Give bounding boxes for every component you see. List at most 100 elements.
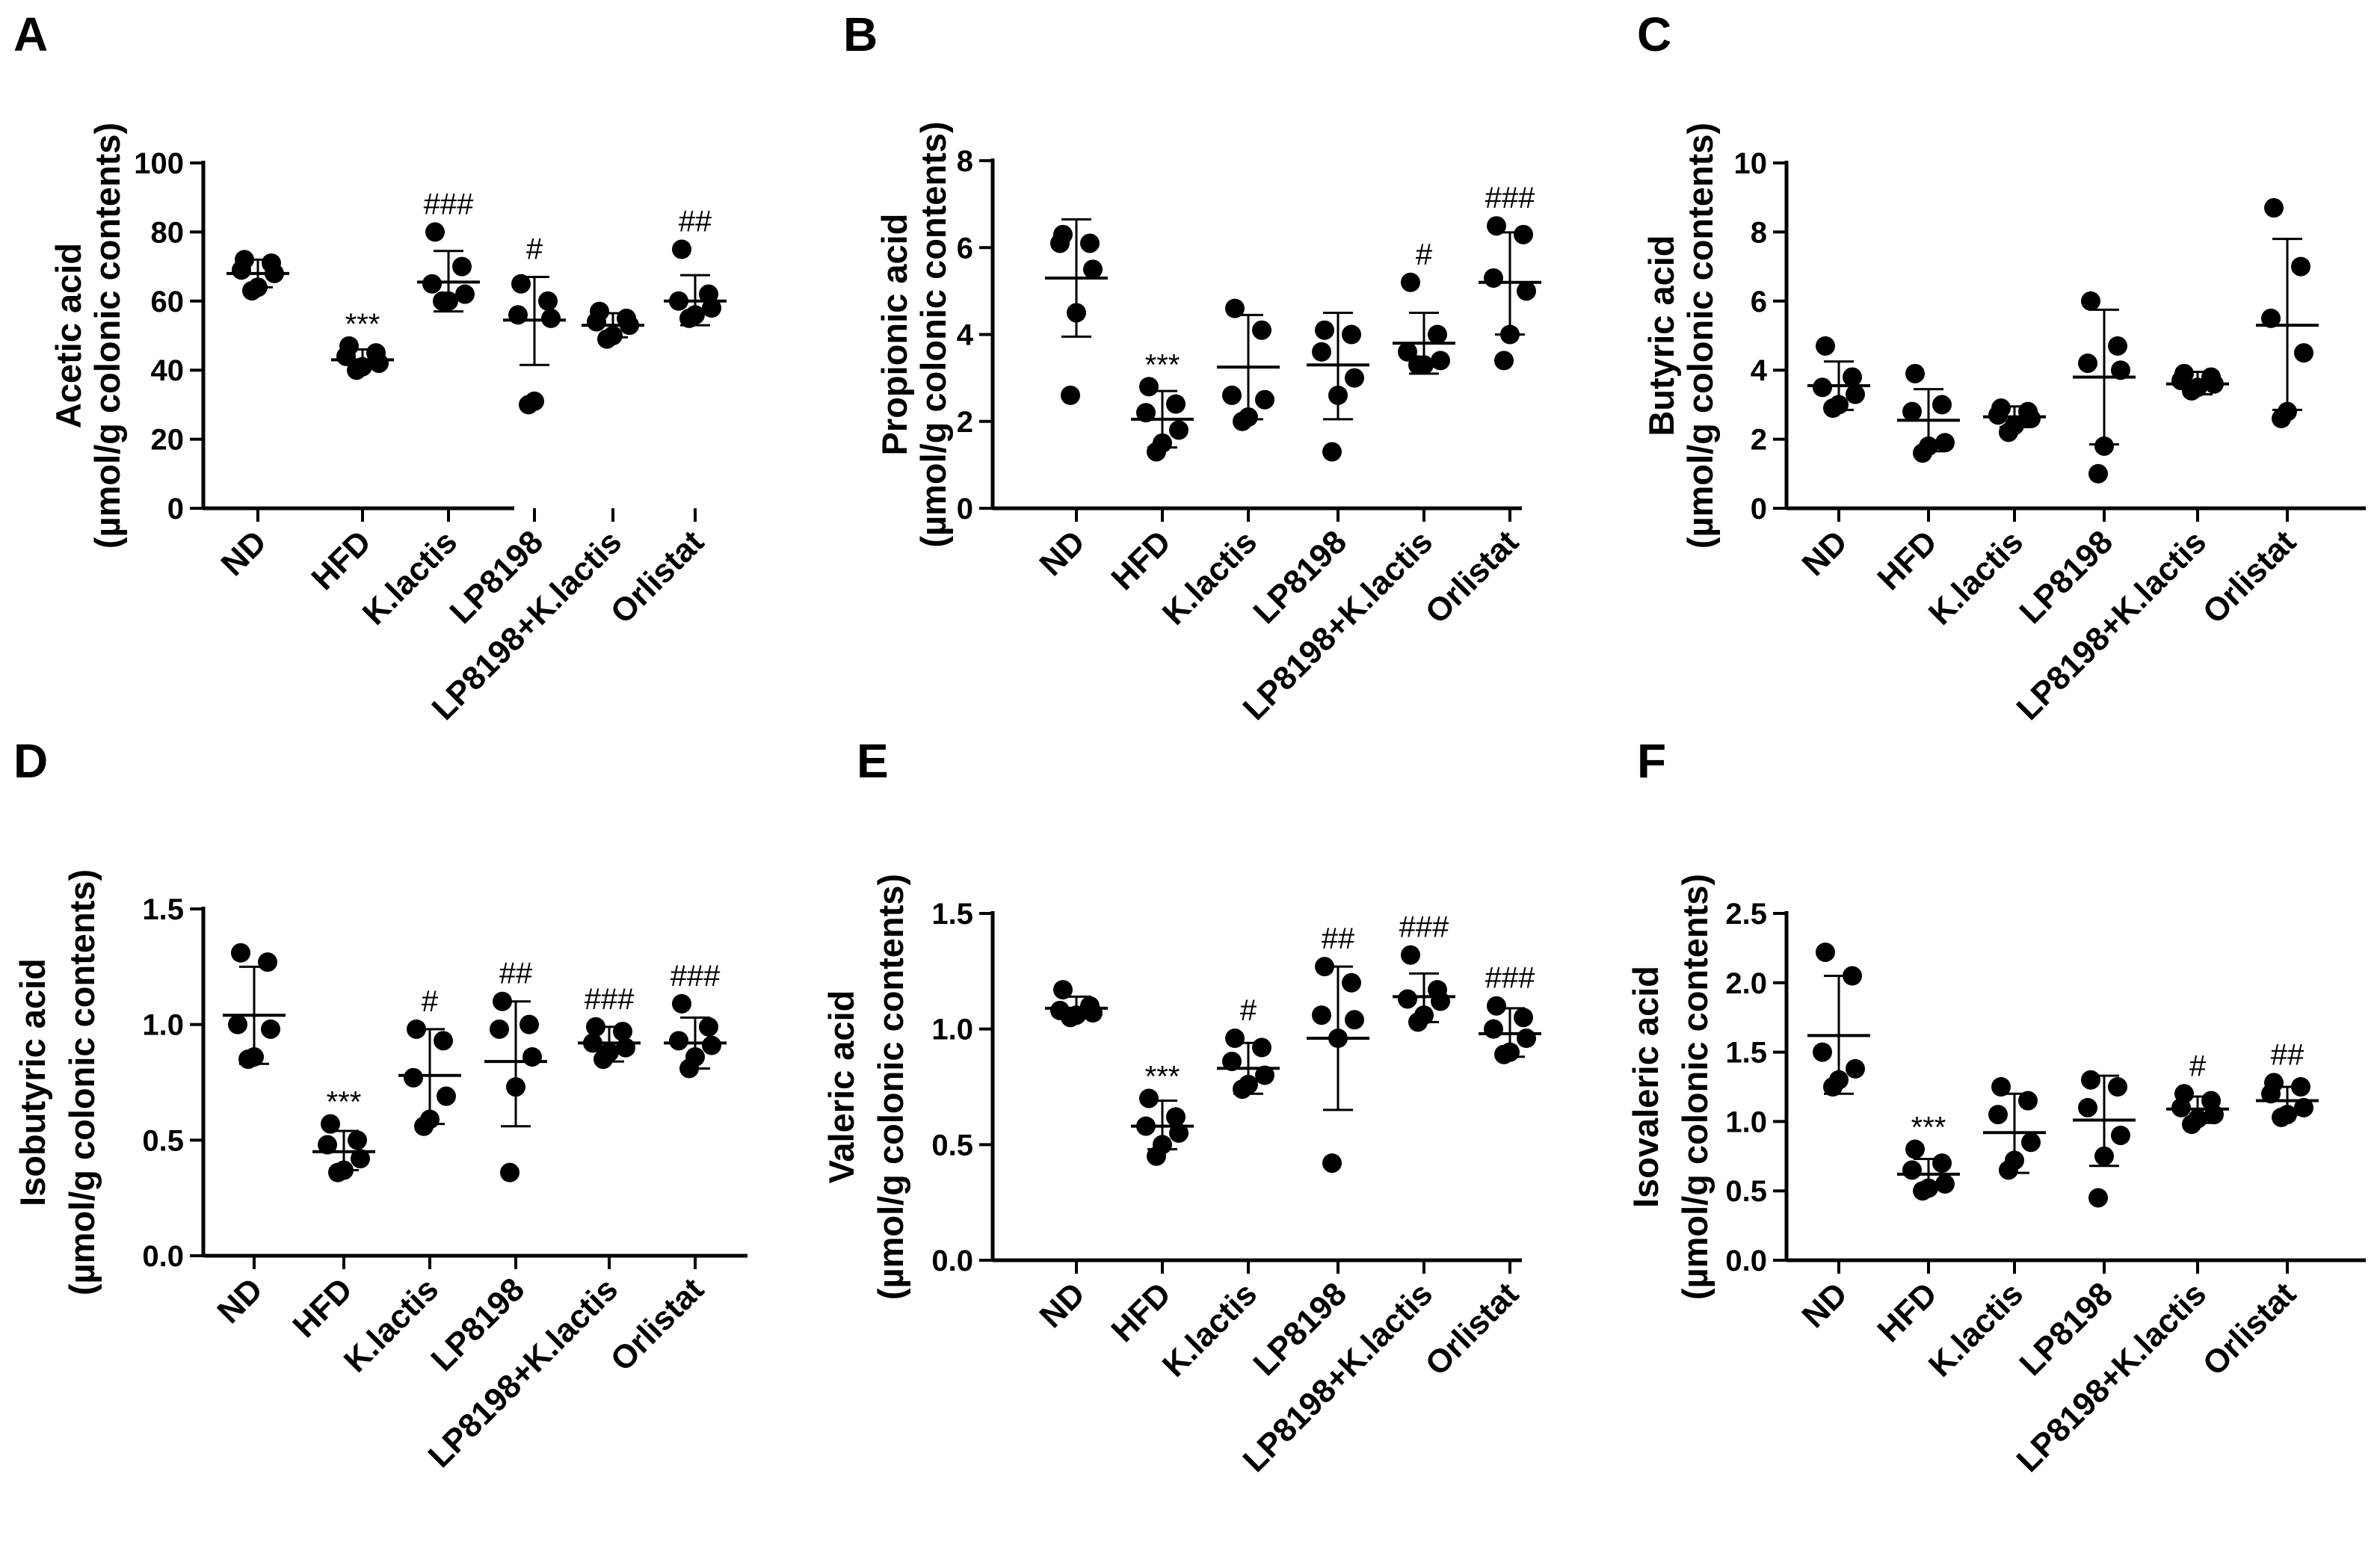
data-point xyxy=(1312,1005,1331,1026)
group-1 xyxy=(1897,363,1960,463)
data-point xyxy=(2272,408,2291,428)
significance-annotation: # xyxy=(2189,1049,2207,1082)
significance-annotation: *** xyxy=(1145,348,1180,381)
data-point xyxy=(2291,256,2310,277)
y-axis-label: Propionic acid xyxy=(875,214,914,456)
data-point xyxy=(2111,360,2130,380)
data-point xyxy=(2094,436,2114,456)
group-0 xyxy=(1807,336,1870,419)
data-point xyxy=(1408,1012,1428,1032)
data-point xyxy=(1813,377,1832,398)
data-point xyxy=(328,1162,348,1183)
group-1: *** xyxy=(312,1086,375,1183)
data-point xyxy=(351,1149,370,1169)
x-tick-label: ND xyxy=(1032,1275,1092,1335)
data-point xyxy=(2078,353,2097,373)
data-point xyxy=(520,1014,539,1035)
significance-annotation: ### xyxy=(670,960,721,993)
data-point xyxy=(1816,942,1835,962)
data-point xyxy=(2108,1077,2127,1097)
x-tick-label: K.lactis xyxy=(1922,1275,2030,1384)
y-axis-label: Acetic acid xyxy=(49,243,88,428)
data-point xyxy=(1431,351,1450,371)
significance-annotation: ## xyxy=(1322,922,1355,955)
data-point xyxy=(699,1017,718,1037)
data-point xyxy=(434,1031,453,1051)
data-point xyxy=(1233,1079,1252,1100)
data-point xyxy=(1816,336,1835,356)
data-point xyxy=(228,1014,247,1035)
data-point xyxy=(2182,380,2201,401)
group-0 xyxy=(226,250,289,300)
data-point xyxy=(679,308,699,328)
x-tick-label: Orlistat xyxy=(1418,1275,1526,1383)
y-tick-label: 2 xyxy=(957,406,973,439)
data-point xyxy=(511,274,531,294)
y-tick-label: 40 xyxy=(151,354,185,387)
y-tick-label: 0 xyxy=(1751,493,1767,525)
data-point xyxy=(538,291,558,311)
data-point xyxy=(1988,405,2008,425)
data-point xyxy=(2021,408,2041,428)
significance-annotation: ### xyxy=(424,188,474,221)
panel-e: E Valeric acid (µmol/g colonic contents) 0.… xyxy=(821,734,1541,1479)
data-point xyxy=(2078,1097,2097,1117)
data-point xyxy=(2081,1070,2100,1090)
group-1: *** xyxy=(331,308,394,380)
data-point xyxy=(1484,268,1503,288)
x-tick-label: HFD xyxy=(1870,1275,1944,1349)
panel-b: B Propionic acid (µmol/g colonic contents)… xyxy=(843,7,1541,727)
x-tick-label: K.lactis xyxy=(356,523,464,632)
significance-annotation: ## xyxy=(679,206,712,238)
data-point xyxy=(1083,1003,1103,1023)
data-point xyxy=(1252,320,1271,340)
y-tick-label: 6 xyxy=(1751,286,1767,318)
group-5: ### xyxy=(1479,962,1541,1064)
data-point xyxy=(1061,1008,1080,1028)
data-point xyxy=(669,1031,688,1051)
data-point xyxy=(1902,401,1922,422)
data-point xyxy=(1428,324,1447,345)
group-3: # xyxy=(503,232,566,415)
data-point xyxy=(1514,224,1533,244)
y-tick-label: 8 xyxy=(957,145,973,178)
y-tick-label: 80 xyxy=(151,216,185,249)
data-point xyxy=(238,1049,258,1070)
x-tick-label: Orlistat xyxy=(2195,523,2303,631)
x-tick-label: Orlistat xyxy=(1418,523,1526,631)
y-tick-label: 1.5 xyxy=(1725,1037,1767,1070)
data-point xyxy=(1312,342,1331,362)
data-point xyxy=(1823,398,1843,419)
data-point xyxy=(1935,433,1955,453)
panel-letter: C xyxy=(1637,7,1671,61)
group-2: # xyxy=(398,985,461,1136)
data-point xyxy=(2291,1077,2310,1097)
x-tick-label: HFD xyxy=(1870,523,1944,597)
panel-letter: A xyxy=(13,7,48,61)
group-0 xyxy=(1045,980,1108,1028)
group-2 xyxy=(1217,298,1280,431)
group-4: ### xyxy=(1393,911,1455,1032)
y-axis-units-label: (µmol/g colonic contents) xyxy=(62,869,102,1295)
data-point xyxy=(1401,272,1420,292)
data-point xyxy=(1843,966,1862,986)
data-point xyxy=(455,284,475,304)
data-point xyxy=(1147,442,1166,462)
data-point xyxy=(2171,1097,2191,1117)
data-point xyxy=(348,1130,367,1150)
data-point xyxy=(541,308,561,328)
data-point xyxy=(679,1058,699,1079)
data-point xyxy=(265,263,284,283)
data-point xyxy=(2294,343,2313,363)
data-point xyxy=(1315,320,1334,340)
group-1: *** xyxy=(1897,1111,1960,1201)
y-tick-label: 8 xyxy=(1751,216,1767,249)
data-point xyxy=(1315,957,1334,977)
group-4 xyxy=(582,301,644,349)
group-3 xyxy=(2073,1070,2136,1208)
data-point xyxy=(1067,303,1086,323)
data-point xyxy=(1487,996,1506,1016)
group-5 xyxy=(2256,198,2319,428)
data-point xyxy=(1147,1146,1166,1166)
